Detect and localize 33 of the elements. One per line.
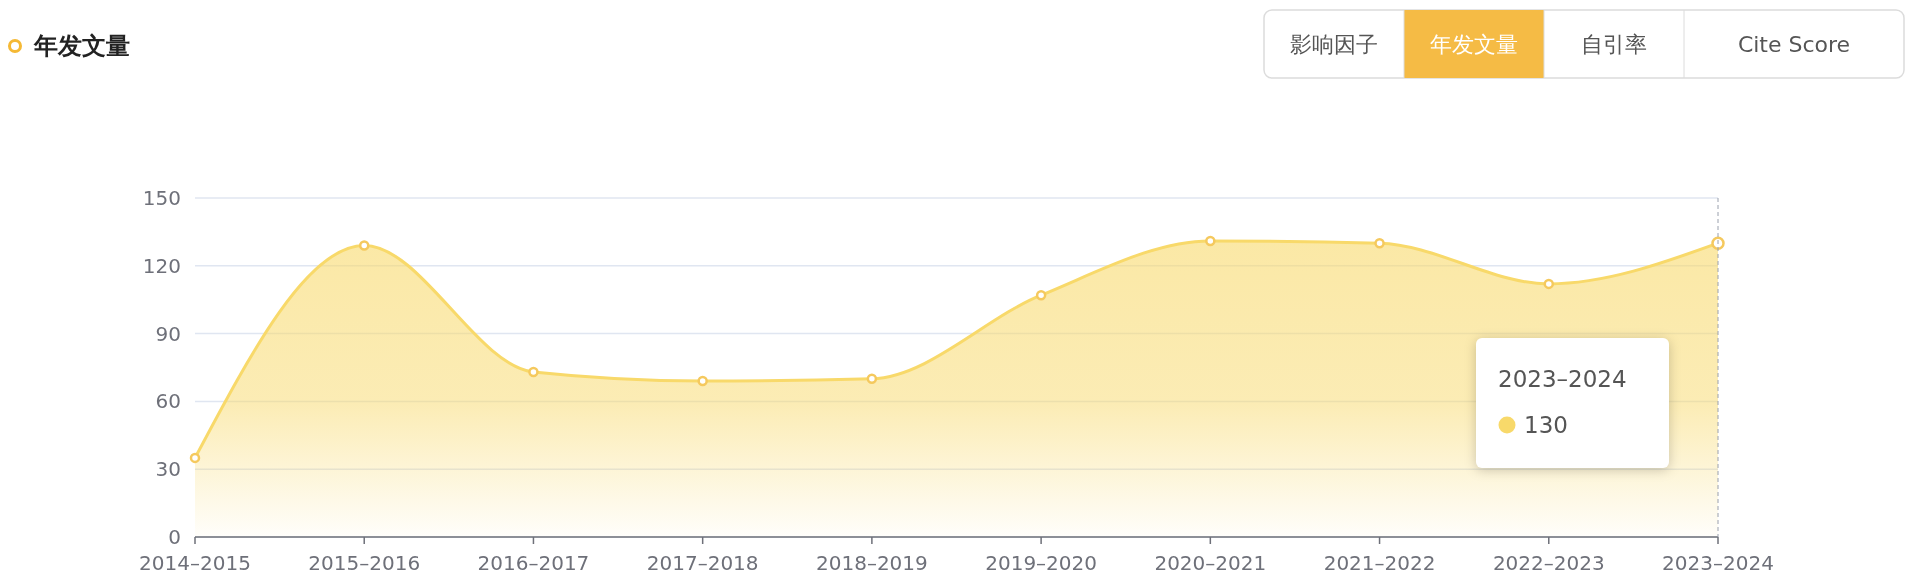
x-tick-label: 2023–2024 [1662, 551, 1774, 575]
text: 年发文量 [1430, 32, 1518, 57]
y-tick-label: 150 [142, 186, 181, 210]
text: 影响因子 [1290, 32, 1378, 57]
point [189, 452, 201, 464]
text: Cite Score [1737, 32, 1851, 57]
x-tick-label: 2015–2016 [308, 551, 421, 575]
y-tick-label: 30 [155, 457, 181, 482]
x-tick-label: 2019–2020 [985, 551, 1098, 575]
x-tick-label: 2018–2019 [815, 551, 928, 575]
point [1374, 237, 1385, 249]
point [1035, 289, 1047, 301]
annotation: 130 [1524, 412, 1568, 438]
annotation: 2023–2024 [1498, 366, 1627, 392]
y-tick-label: 0 [168, 525, 181, 549]
x-tick-label: 2017–2018 [646, 551, 759, 575]
x-tick-label: 2021–2022 [1323, 551, 1436, 575]
point [697, 375, 708, 387]
y-tick-label: 120 [142, 253, 181, 278]
x-tick-label: 2014–2015 [139, 551, 251, 575]
x-tick-label: 2022–2023 [1492, 551, 1605, 575]
chart-title: 年发文量 [33, 32, 130, 60]
point [1711, 236, 1725, 250]
x-tick-label: 2020–2021 [1154, 551, 1267, 575]
y-tick-label: 90 [155, 321, 181, 346]
text: 自引率 [1581, 32, 1647, 57]
x-tick-label: 2016–2017 [477, 551, 590, 575]
point [1205, 235, 1216, 247]
point [528, 366, 539, 378]
y-tick-label: 60 [155, 389, 181, 414]
point [1543, 278, 1555, 290]
point [358, 240, 370, 251]
point [866, 373, 878, 385]
